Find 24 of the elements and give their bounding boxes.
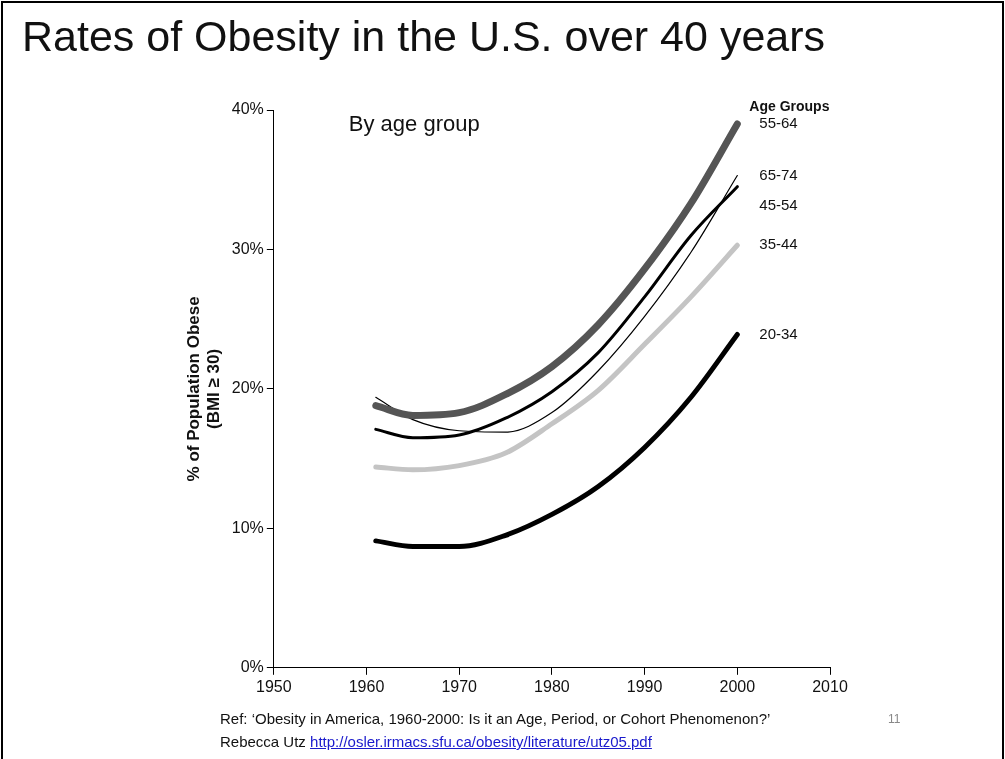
chart-subtitle: By age group [348, 111, 480, 137]
series-label: 20-34 [759, 324, 798, 342]
x-tick-label: 1960 [348, 677, 385, 695]
x-tick-label: 1970 [441, 677, 478, 695]
x-tick-label: 2000 [719, 677, 756, 695]
series-label: 35-44 [759, 235, 798, 253]
text: 11 [888, 712, 901, 726]
y-tick-label: 40% [231, 100, 264, 118]
series-label: 45-54 [759, 195, 798, 213]
text: Rebecca Utz http://osler.irmacs.sfu.ca/obesity/literature/utz05.pdf [220, 733, 652, 750]
y-tick-label: 30% [231, 239, 264, 257]
x-tick-label: 1950 [256, 677, 292, 695]
y-tick-label: 10% [231, 518, 264, 536]
chart-title: Rates of Obesity in the U.S. over 40 years [22, 12, 826, 61]
series-label: 65-74 [759, 165, 798, 183]
x-tick-label: 2010 [812, 677, 848, 695]
text: Ref: ‘Obesity in America, 1960-2000: Is it an Age, Period, or Cohort Phenomenon?’ [220, 710, 771, 727]
x-tick-label: 1980 [534, 677, 570, 695]
legend-title: Age Groups [749, 97, 830, 114]
y-tick-label: 0% [240, 658, 264, 676]
x-tick-label: 1990 [626, 677, 663, 695]
series-label: 55-64 [759, 114, 798, 132]
y-tick-label: 20% [231, 379, 264, 397]
y-axis-title: % of Population Obese (BMI ≥ 30) [183, 296, 224, 482]
